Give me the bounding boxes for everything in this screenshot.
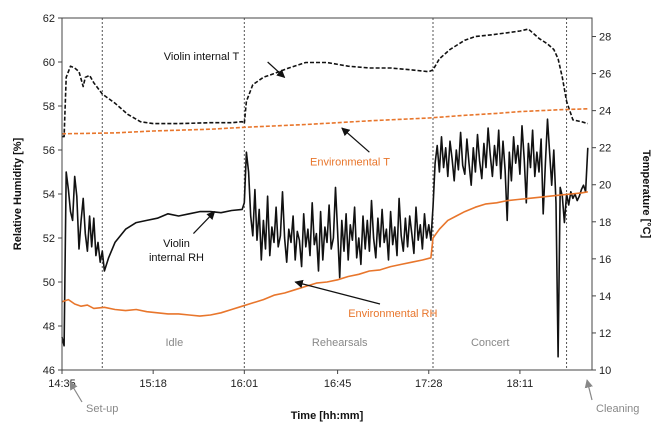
right-tick-label: 22: [599, 143, 611, 155]
phase-labels: Idle Rehearsals Concert: [165, 337, 509, 349]
x-tick-label: 15:18: [139, 378, 167, 390]
phase-label-idle: Idle: [165, 337, 183, 349]
phase-lines: [101, 18, 568, 370]
x-axis-ticks: 14:35 15:18 16:01 16:45 17:28 18:11: [48, 370, 533, 390]
right-tick-label: 18: [599, 217, 611, 229]
annotation-label-3: Environmental RH: [348, 308, 437, 320]
left-tick-label: 52: [43, 233, 55, 245]
phase-label-concert: Concert: [471, 337, 510, 349]
cleaning-arrow: [584, 379, 593, 401]
left-tick-label: 46: [43, 365, 55, 377]
left-tick-label: 54: [43, 189, 55, 201]
annotation-arrow-2: [193, 210, 216, 235]
cleaning-callout: Cleaning: [584, 379, 639, 415]
right-tick-label: 10: [599, 365, 611, 377]
annotation-arrow-3: [294, 279, 381, 305]
series-environmental-rh: [61, 191, 588, 317]
left-tick-label: 50: [43, 277, 55, 289]
right-tick-label: 20: [599, 180, 611, 192]
left-tick-label: 58: [43, 101, 55, 113]
annotations: Violin internal T Environmental T Violin in…: [149, 51, 438, 320]
right-axis-ticks: 10 12 14 16 18 20 22 24 26 28: [592, 32, 611, 377]
left-tick-label: 48: [43, 321, 55, 333]
setup-arrow: [69, 381, 83, 403]
annotation-label-2-line2: internal RH: [149, 252, 204, 264]
x-axis-title: Time [hh:mm]: [291, 410, 364, 422]
x-tick-label: 16:45: [324, 378, 352, 390]
annotation-label-1: Environmental T: [310, 156, 390, 168]
x-tick-label: 16:01: [231, 378, 259, 390]
left-axis-ticks: 46 48 50 52 54 56 58 60 62: [43, 13, 62, 377]
setup-callout: Set-up: [69, 381, 118, 415]
series-violin-internal-t: [62, 28, 589, 138]
series-environmental-t: [61, 108, 588, 135]
right-tick-label: 28: [599, 32, 611, 44]
right-tick-label: 24: [599, 106, 611, 118]
right-tick-label: 26: [599, 69, 611, 81]
annotation-arrow-0: [267, 61, 286, 78]
phase-label-rehearsals: Rehearsals: [312, 337, 368, 349]
cleaning-label: Cleaning: [596, 403, 639, 415]
left-tick-label: 62: [43, 13, 55, 25]
annotation-label-0: Violin internal T: [164, 51, 240, 63]
x-tick-label: 18:11: [507, 378, 534, 390]
plot-frame: [61, 17, 593, 371]
right-tick-label: 12: [599, 328, 611, 340]
annotation-arrow-1: [341, 127, 370, 153]
setup-label: Set-up: [86, 403, 118, 415]
series-violin-internal-rh: [61, 118, 589, 358]
left-axis-title: Relative Humidity [%]: [12, 137, 24, 250]
series-layer: [61, 28, 589, 358]
right-tick-label: 14: [599, 291, 611, 303]
left-tick-label: 60: [43, 57, 55, 69]
annotation-label-2: Violin: [163, 238, 190, 250]
right-tick-label: 16: [599, 254, 611, 266]
right-axis-title: Temperature [°C]: [640, 150, 652, 239]
x-tick-label: 17:28: [415, 378, 443, 390]
left-tick-label: 56: [43, 145, 55, 157]
x-tick-label: 14:35: [48, 378, 76, 390]
